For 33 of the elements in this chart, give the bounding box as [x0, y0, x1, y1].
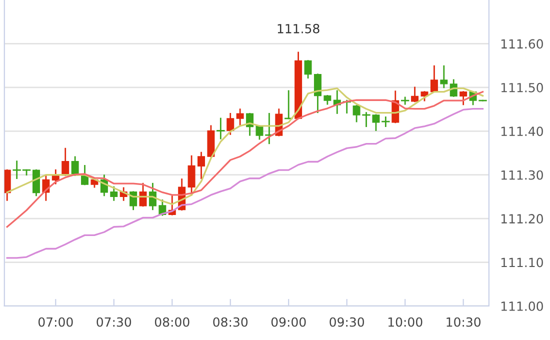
- candlestick: [314, 74, 322, 114]
- x-tick-label: 07:30: [96, 317, 132, 327]
- y-tick-label: 111.60: [501, 39, 543, 49]
- y-tick-label: 111.10: [501, 258, 543, 268]
- candlestick: [32, 169, 40, 196]
- candlestick: [236, 108, 244, 127]
- candlestick: [4, 169, 11, 201]
- candlestick: [430, 65, 438, 92]
- candlestick: [304, 60, 312, 79]
- line-series: [6, 90, 484, 228]
- y-tick-label: 111.40: [501, 126, 543, 136]
- x-tick-label: 10:30: [446, 317, 481, 327]
- y-tick-label: 111.20: [501, 214, 543, 224]
- candlestick: [110, 186, 118, 201]
- y-tick-label: 111.00: [501, 301, 543, 311]
- x-tick-label: 10:00: [388, 317, 422, 327]
- candlestick: [460, 91, 468, 106]
- candlestick: [198, 152, 205, 180]
- x-tick-label: 07:00: [38, 317, 73, 327]
- y-tick-label: 111.30: [501, 170, 543, 180]
- x-tick-label: 08:00: [154, 317, 190, 327]
- candlestick: [411, 86, 419, 102]
- y-tick-label: 111.50: [501, 82, 543, 92]
- candlestick: [81, 164, 89, 186]
- x-tick-label: 09:00: [271, 317, 306, 327]
- annotation: 111.58: [278, 24, 320, 34]
- candlestick: [216, 118, 225, 140]
- candlestick: [226, 112, 234, 135]
- candlestick: [256, 125, 264, 140]
- line-series: [6, 108, 484, 259]
- x-tick-label: 08:30: [213, 317, 248, 327]
- x-tick-label: 09:30: [330, 317, 364, 327]
- candlestick: [440, 65, 448, 88]
